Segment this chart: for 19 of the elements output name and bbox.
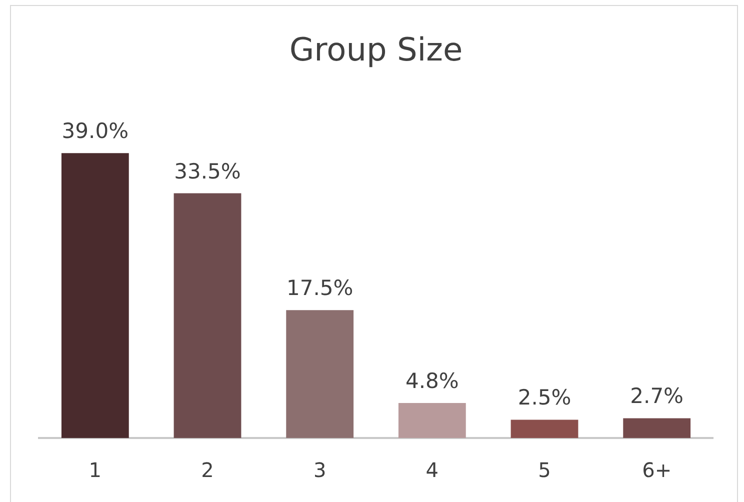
chart-title: Group Size: [289, 30, 463, 69]
x-tick-label: 2: [201, 458, 214, 482]
bar: [174, 193, 242, 438]
data-label: 33.5%: [174, 159, 241, 184]
bar: [510, 420, 578, 438]
x-tick-label: 6+: [642, 458, 672, 482]
bar: [61, 153, 129, 438]
data-label: 2.5%: [518, 386, 572, 410]
data-label: 4.8%: [405, 368, 459, 393]
x-tick-label: 5: [538, 458, 551, 482]
data-label: 17.5%: [286, 276, 354, 300]
bar: [623, 418, 691, 438]
data-label: 39.0%: [62, 119, 129, 144]
bar: [398, 402, 466, 438]
x-tick-label: 4: [426, 458, 439, 482]
bar: [286, 310, 354, 438]
x-tick-label: 3: [313, 458, 326, 482]
x-tick-label: 1: [88, 458, 102, 482]
data-label: 2.7%: [630, 384, 684, 408]
